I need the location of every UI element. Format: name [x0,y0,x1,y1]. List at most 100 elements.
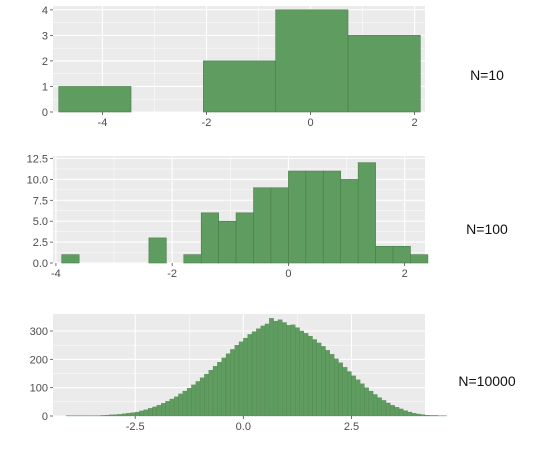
panel-3: 0 100 200 300 -2.5 0.0 2.5 N=10000 [30,314,516,433]
histogram-bar [178,393,183,417]
histogram-bar [359,383,365,417]
histogram-bar [355,379,361,417]
histogram-bar [368,390,374,417]
histogram-bar [377,397,382,417]
x-tick-label: -2.5 [126,421,145,433]
panel-1: 0 1 2 3 4 -4 -2 0 2 N=10 [42,5,504,129]
histogram-bar [286,325,292,417]
histogram-bar [277,319,283,417]
sample-size-label: N=100 [466,221,508,237]
histogram-bar [342,367,348,417]
histogram-bar [308,335,313,417]
y-tick-label: 2.5 [33,237,48,249]
histogram-bar [312,339,317,417]
histogram-bar [117,414,123,417]
x-tick-label: 2 [412,117,418,129]
histogram-bar [334,358,339,417]
histogram-bar [165,401,170,417]
histogram-bar [321,346,326,417]
histogram-bar [58,86,132,113]
histogram-bar [416,413,421,417]
histogram-bar [325,350,330,417]
histogram-bar [251,331,257,417]
histogram-bar [357,162,376,264]
y-tick-label: 1 [42,81,48,93]
histogram-bar [273,320,279,417]
x-tick-label: 2 [402,268,408,280]
histogram-bar [61,254,80,264]
histogram-bar [260,325,266,417]
histogram-bar [303,333,309,417]
histogram-bar [253,187,272,264]
histogram-bar [372,394,378,417]
histogram-bar [351,375,356,417]
histogram-bar [392,245,411,264]
histogram-bar [199,377,205,417]
histogram-bar [135,411,140,417]
histogram-bar [316,342,322,417]
y-tick-label: 10.0 [27,174,48,186]
histogram-bar [126,413,131,417]
histogram-bar [203,60,276,113]
histogram-bar [364,387,369,417]
y-tick-label: 3 [42,30,48,42]
x-tick-label: -2 [167,268,177,280]
histogram-bar [290,324,296,417]
histogram-bar [191,384,196,417]
histogram-bar [104,415,110,417]
histogram-bar [109,414,114,417]
histogram-bar [208,369,214,417]
histogram-bar [270,187,289,264]
histogram-bar [195,381,201,417]
histogram-bar [305,170,324,264]
histogram-bar [100,415,106,417]
histogram-bar [385,402,391,417]
histogram-bar [186,388,192,417]
histogram-bar [139,410,144,417]
histogram-bar [130,412,136,417]
histogram-bar [398,408,404,417]
histogram-bar [256,328,261,417]
histogram-bar [295,327,300,417]
histogram-bar [269,318,274,417]
sample-size-label: N=10 [470,67,504,83]
histogram-bar [394,407,400,417]
x-tick-label: 2.5 [344,421,359,433]
histogram-bar [347,35,421,113]
histogram-bar [288,170,307,264]
y-tick-label: 12.5 [27,154,48,166]
histogram-bar [433,415,439,417]
histogram-bar [340,179,359,264]
histogram-bar [264,323,270,417]
y-tick-label: 4 [42,5,48,17]
histogram-bar [407,411,413,417]
histogram-bar [217,362,222,417]
histogram-bar [113,414,119,417]
histogram-bar [247,334,253,417]
histogram-bar [152,406,157,417]
histogram-bar [282,322,287,417]
x-tick-label: 0.0 [236,421,251,433]
histogram-bar [122,413,127,417]
x-tick-label: 0 [307,117,313,129]
histogram-bar [381,400,387,417]
histogram-bar [169,398,175,417]
y-tick-label: 300 [30,326,48,338]
y-tick-label: 200 [30,354,48,366]
y-tick-label: 100 [30,383,48,395]
y-tick-label: 0 [42,107,48,119]
histogram-bar [173,396,179,417]
histogram-bar [299,330,305,417]
histogram-bar [338,362,343,417]
histogram-bar [182,390,188,417]
histogram-bar [218,220,237,264]
histogram-bar [410,254,429,264]
y-tick-label: 2 [42,56,48,68]
y-tick-label: 0.0 [33,258,48,270]
histogram-bar [411,413,417,417]
histogram-bar [420,414,426,417]
sample-size-label: N=10000 [458,373,515,389]
histogram-bar [200,212,219,264]
